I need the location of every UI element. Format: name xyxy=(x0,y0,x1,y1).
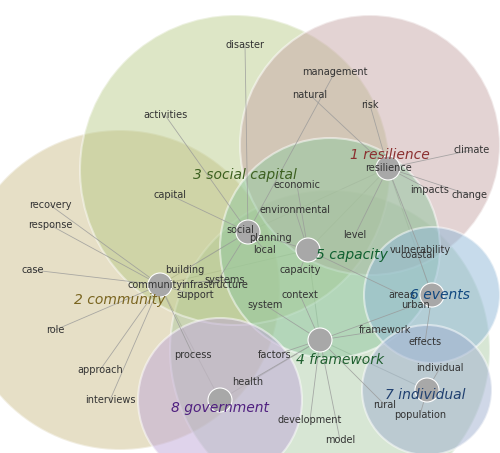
Text: context: context xyxy=(282,290,319,300)
Text: case: case xyxy=(22,265,44,275)
Text: planning: planning xyxy=(248,233,292,243)
Text: building: building xyxy=(166,265,204,275)
Text: response: response xyxy=(28,220,72,230)
Text: health: health xyxy=(232,377,264,387)
Circle shape xyxy=(236,220,260,244)
Text: 5 capacity: 5 capacity xyxy=(316,248,388,262)
Text: local: local xyxy=(254,245,276,255)
Text: urban: urban xyxy=(400,300,430,310)
Text: change: change xyxy=(452,190,488,200)
Text: climate: climate xyxy=(454,145,490,155)
Text: role: role xyxy=(46,325,64,335)
Text: effects: effects xyxy=(408,337,442,347)
Text: model: model xyxy=(325,435,355,445)
Circle shape xyxy=(420,283,444,307)
Text: natural: natural xyxy=(292,90,328,100)
Circle shape xyxy=(80,15,390,325)
Text: infrastructure: infrastructure xyxy=(182,280,248,290)
Text: social: social xyxy=(226,225,254,235)
Circle shape xyxy=(362,325,492,453)
Text: support: support xyxy=(176,290,214,300)
Text: risk: risk xyxy=(361,100,379,110)
Text: 8 government: 8 government xyxy=(171,401,269,415)
Circle shape xyxy=(376,156,400,180)
Text: economic: economic xyxy=(274,180,320,190)
Text: activities: activities xyxy=(143,110,187,120)
Text: development: development xyxy=(278,415,342,425)
Text: individual: individual xyxy=(416,363,464,373)
Text: 1 resilience: 1 resilience xyxy=(350,148,430,162)
Circle shape xyxy=(138,318,302,453)
Text: capital: capital xyxy=(154,190,186,200)
Circle shape xyxy=(296,238,320,262)
Text: 2 community: 2 community xyxy=(74,293,166,307)
Text: systems: systems xyxy=(205,275,245,285)
Text: 6 events: 6 events xyxy=(410,288,470,302)
Text: coastal: coastal xyxy=(400,250,436,260)
Text: 7 individual: 7 individual xyxy=(385,388,465,402)
Text: system: system xyxy=(248,300,282,310)
Circle shape xyxy=(0,130,280,450)
Text: population: population xyxy=(394,410,446,420)
Text: level: level xyxy=(344,230,366,240)
Text: interviews: interviews xyxy=(85,395,135,405)
Circle shape xyxy=(148,273,172,297)
Text: recovery: recovery xyxy=(29,200,72,210)
Circle shape xyxy=(308,328,332,352)
Text: 3 social capital: 3 social capital xyxy=(193,168,297,182)
Circle shape xyxy=(415,378,439,402)
Text: disaster: disaster xyxy=(226,40,264,50)
Text: capacity: capacity xyxy=(280,265,320,275)
Circle shape xyxy=(220,138,440,358)
Text: 4 framework: 4 framework xyxy=(296,353,384,367)
Text: areas: areas xyxy=(388,290,415,300)
Text: process: process xyxy=(174,350,212,360)
Text: resilience: resilience xyxy=(364,163,412,173)
Text: impacts: impacts xyxy=(410,185,450,195)
Circle shape xyxy=(240,15,500,275)
Text: community: community xyxy=(128,280,182,290)
Circle shape xyxy=(170,190,490,453)
Text: rural: rural xyxy=(374,400,396,410)
Text: framework: framework xyxy=(359,325,411,335)
Text: factors: factors xyxy=(258,350,292,360)
Text: vulnerability: vulnerability xyxy=(390,245,450,255)
Circle shape xyxy=(364,227,500,363)
Text: approach: approach xyxy=(77,365,123,375)
Circle shape xyxy=(208,388,232,412)
Text: environmental: environmental xyxy=(260,205,330,215)
Text: management: management xyxy=(302,67,368,77)
